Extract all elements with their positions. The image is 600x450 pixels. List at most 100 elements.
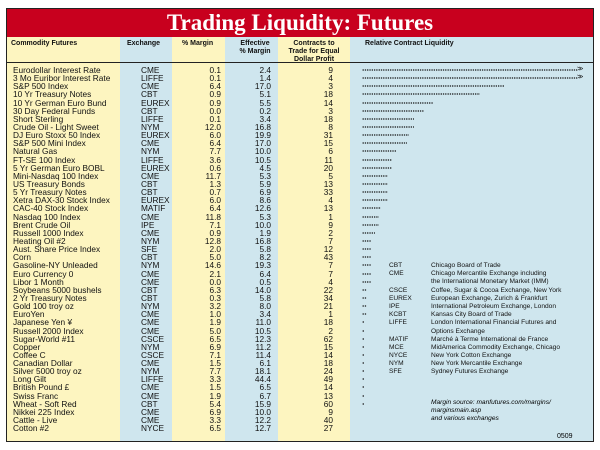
- col-bg: [350, 37, 593, 441]
- contracts: 18: [323, 89, 333, 100]
- commodity-name: 10 Yr German Euro Bund: [13, 97, 107, 108]
- commodity-name: DJ Euro Stoxx 50 Index: [13, 130, 101, 141]
- table-row: 5 Yr German Euro BOBL EUREX 0.6 4.5 20: [7, 162, 593, 173]
- margin: 5.4: [209, 398, 221, 409]
- exchange-name: Options Exchange: [431, 327, 485, 335]
- commodity-name: S&P 500 Index: [13, 81, 69, 92]
- exchange-code: NYM: [389, 360, 404, 368]
- margin: 1.9: [209, 317, 221, 328]
- source-line: Margin source: manfutures.com/margins/: [431, 399, 551, 406]
- liquidity-bar: [362, 191, 388, 194]
- commodity-name: Copper: [13, 341, 41, 352]
- exchange: MATIF: [141, 203, 166, 214]
- margin: 0.9: [209, 227, 221, 238]
- table-row: Nikkei 225 Index CME 6.9 10.0 9: [7, 406, 593, 417]
- margin: 0.0: [209, 105, 221, 116]
- exchange: EUREX: [141, 97, 170, 108]
- contracts: 3: [328, 81, 333, 92]
- liquidity-bar: [362, 345, 365, 348]
- liquidity-bar: [362, 117, 414, 120]
- effective-margin: 44.4: [254, 374, 271, 385]
- effective-margin: 5.5: [259, 97, 271, 108]
- effective-margin: 12.7: [254, 423, 271, 434]
- margin: 11.7: [205, 170, 221, 181]
- commodity-name: Brent Crude Oil: [13, 219, 71, 230]
- effective-margin: 18.1: [254, 366, 271, 377]
- contracts: 9: [328, 219, 333, 230]
- effective-margin: 6.9: [259, 187, 271, 198]
- margin: 5.0: [209, 325, 221, 336]
- contracts: 13: [323, 203, 333, 214]
- exchange: NYM: [141, 146, 160, 157]
- contracts: 2: [328, 227, 333, 238]
- commodity-name: Silver 5000 troy oz: [13, 366, 82, 377]
- liquidity-bar: [362, 313, 368, 316]
- contracts: 7: [328, 235, 333, 246]
- exchange: CME: [141, 276, 160, 287]
- liquidity-bar: [362, 296, 368, 299]
- margin: 0.0: [209, 276, 221, 287]
- liquidity-bar: [362, 150, 397, 153]
- col-bg: [172, 37, 225, 441]
- effective-margin: 19.9: [254, 130, 271, 141]
- exchange: CME: [141, 309, 160, 320]
- commodity-name: Nikkei 225 Index: [13, 406, 75, 417]
- contracts: 18: [323, 113, 333, 124]
- margin: 6.9: [209, 341, 221, 352]
- exchange-code: MATIF: [389, 335, 409, 343]
- table-row: Xetra DAX-30 Stock Index EUREX 6.0 8.6 4: [7, 196, 593, 205]
- exchange: EUREX: [141, 162, 170, 173]
- table-row: 30 Day Federal Funds CBT 0.0 0.2 3: [7, 105, 593, 116]
- header-text: Effective: [240, 40, 270, 47]
- exchange-code: NYCE: [389, 352, 408, 360]
- commodity-name: 10 Yr Treasury Notes: [13, 89, 92, 100]
- col-bg: [225, 37, 278, 441]
- exchange: CME: [141, 406, 160, 417]
- margin: 6.4: [209, 203, 221, 214]
- exchange: CME: [141, 268, 160, 279]
- effective-margin: 12.3: [254, 333, 271, 344]
- table-row: 10 Yr German Euro Bund EUREX 0.9 5.5 14: [7, 97, 593, 108]
- contracts: 7: [328, 260, 333, 271]
- contracts: 4: [328, 276, 333, 287]
- contracts: 8: [328, 121, 333, 132]
- effective-margin: 10.5: [254, 325, 271, 336]
- commodity-name: Nasdaq 100 Index: [13, 211, 81, 222]
- effective-margin: 2.4: [259, 65, 271, 75]
- table-row: Gasoline-NY Unleaded NYM 14.6 19.3 7: [7, 260, 593, 271]
- contracts: 5: [328, 170, 333, 181]
- liquidity-bar: [362, 109, 425, 112]
- table-row: Aust. Share Price Index SFE 2.0 5.8 12: [7, 245, 593, 253]
- exchange: CME: [141, 138, 160, 149]
- table-header: Commodity Futures Exchange % Margin Effe…: [7, 37, 593, 63]
- table-row: Long Gilt LIFFE 3.3 44.4 49: [7, 374, 593, 385]
- table-row: EuroYen CME 1.0 3.4 1: [7, 310, 593, 318]
- commodity-name: Aust. Share Price Index: [13, 244, 101, 255]
- table-row: Copper NYM 6.9 11.2 15: [7, 343, 593, 351]
- liquidity-bar: [362, 166, 393, 169]
- exchange: CME: [141, 170, 160, 181]
- contracts: 14: [323, 97, 333, 108]
- margin: 0.3: [209, 292, 221, 303]
- exchange-name: London International Financial Futures a…: [431, 319, 557, 327]
- table-row: FT-SE 100 Index LIFFE 3.6 10.5 11: [7, 155, 593, 164]
- margin: 6.3: [209, 284, 221, 295]
- header-liquidity: Relative Contract Liquidity: [365, 40, 454, 47]
- effective-margin: 10.0: [254, 406, 271, 417]
- exchange-code: CBT: [389, 262, 403, 269]
- effective-margin: 19.3: [254, 260, 271, 271]
- margin: 5.0: [209, 252, 221, 263]
- page-title: Trading Liquidity: Futures: [7, 9, 593, 37]
- effective-margin: 6.4: [259, 268, 271, 279]
- effective-margin: 6.5: [259, 382, 271, 393]
- contracts: 15: [323, 341, 333, 352]
- header-commodity: Commodity Futures: [11, 40, 78, 47]
- contracts: 2: [328, 325, 333, 336]
- exchange: CBT: [141, 178, 158, 189]
- exchange-name: MidAmerica Commodity Exchange, Chicago: [431, 343, 560, 351]
- margin: 1.9: [209, 390, 221, 401]
- effective-margin: 5.1: [259, 89, 271, 100]
- margin: 0.9: [209, 97, 221, 108]
- effective-margin: 5.8: [259, 292, 271, 303]
- header-effective-margin: Effective% Margin: [235, 40, 275, 56]
